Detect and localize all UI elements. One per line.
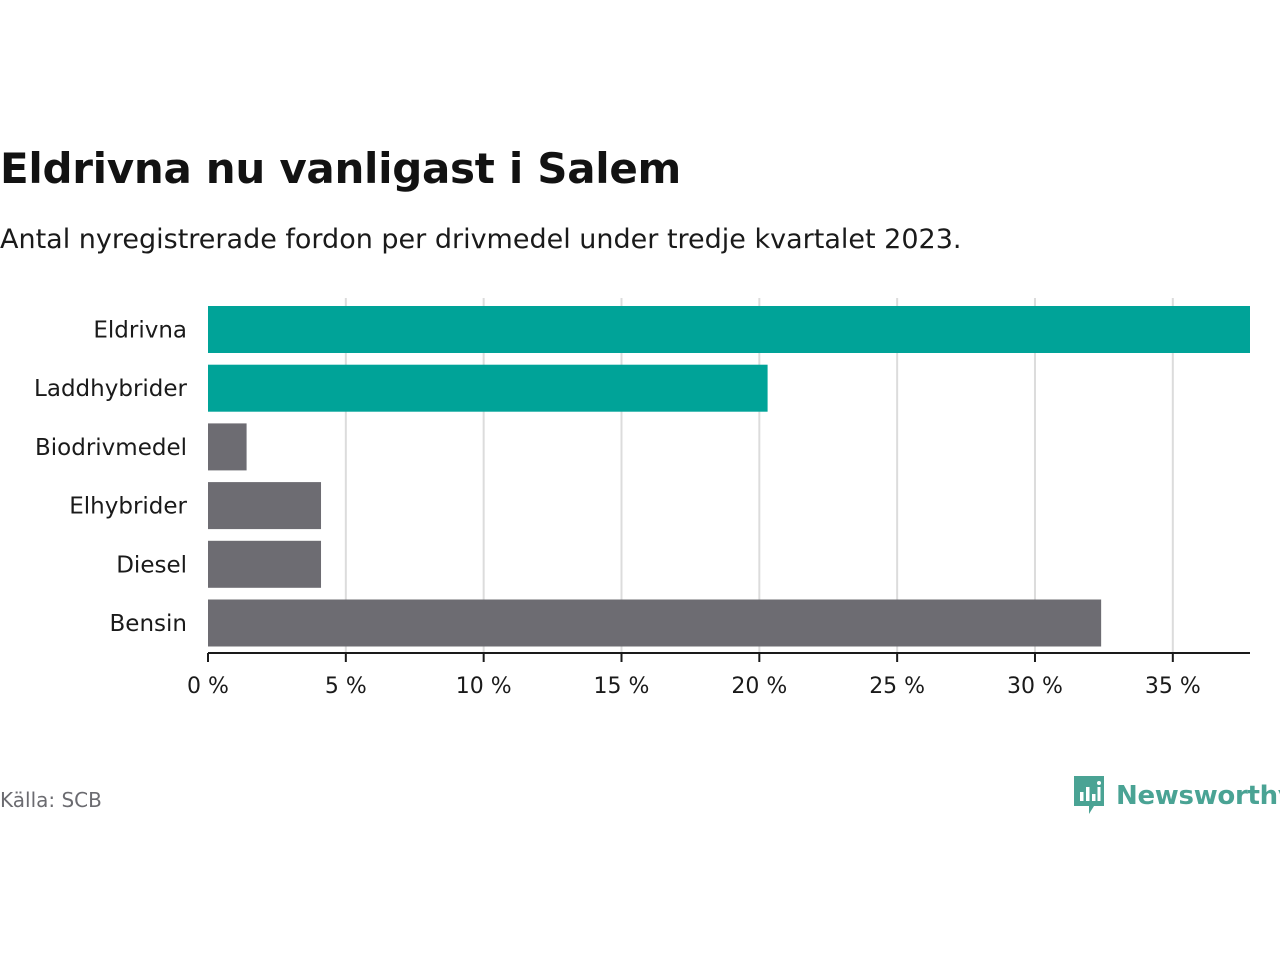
bar-diesel — [208, 540, 322, 588]
x-tick-label-30: 30 % — [1007, 674, 1063, 699]
bar-eldrivna — [208, 306, 1250, 353]
newsworthy-logo-icon — [1074, 776, 1104, 814]
x-tick-label-10: 10 % — [456, 674, 512, 699]
category-label-biodrivmedel: Biodrivmedel — [35, 435, 187, 461]
category-label-eldrivna: Eldrivna — [93, 318, 187, 344]
x-tick-label-20: 20 % — [731, 674, 787, 699]
bar-elhybrider — [208, 482, 322, 530]
x-tick-label-0: 0 % — [187, 674, 229, 699]
x-tick-label-5: 5 % — [325, 674, 367, 699]
category-label-bensin: Bensin — [110, 611, 187, 637]
bar-laddhybrider — [208, 364, 768, 412]
x-tick-label-15: 15 % — [594, 674, 650, 699]
category-label-laddhybrider: Laddhybrider — [34, 376, 187, 402]
chart-title: Eldrivna nu vanligast i Salem — [0, 144, 681, 193]
source-note: Källa: SCB — [0, 788, 102, 812]
x-tick-label-35: 35 % — [1145, 674, 1201, 699]
bar-bensin — [208, 599, 1102, 647]
category-label-diesel: Diesel — [116, 552, 187, 578]
category-label-elhybrider: Elhybrider — [69, 494, 187, 520]
brand-logo[interactable]: Newsworthy — [1072, 774, 1280, 818]
bar-biodrivmedel — [208, 423, 247, 471]
x-tick-label-25: 25 % — [869, 674, 925, 699]
brand-name: Newsworthy — [1116, 781, 1280, 811]
chart-subtitle: Antal nyregistrerade fordon per drivmede… — [0, 224, 962, 255]
